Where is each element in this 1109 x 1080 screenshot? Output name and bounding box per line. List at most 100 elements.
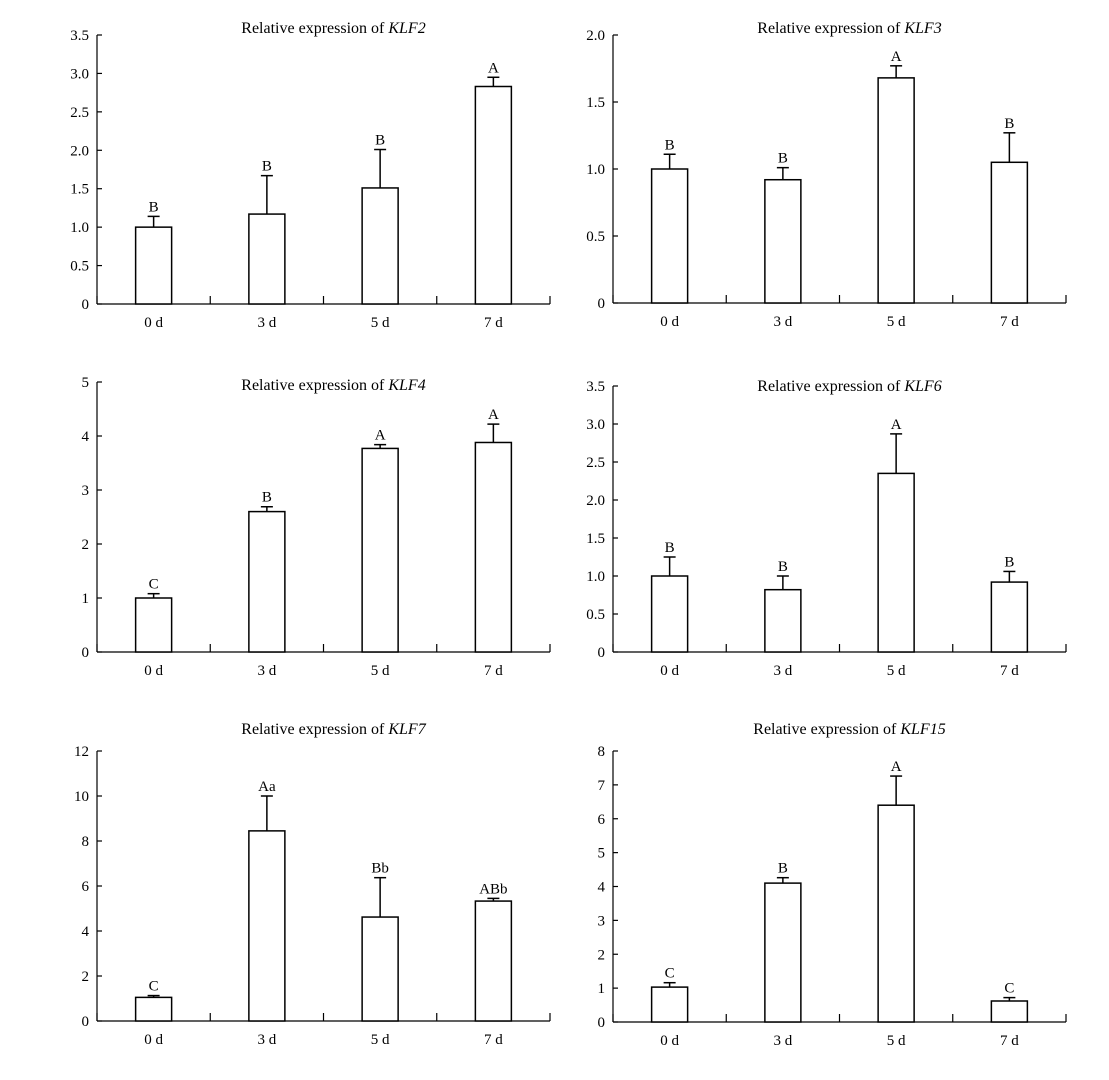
bar [134, 226, 173, 305]
panel-title: Relative expression of KLF2 [241, 20, 425, 37]
y-tick-label: 3.5 [70, 28, 89, 44]
x-tick-label: 3 d [774, 1033, 793, 1049]
y-tick-label: 3.0 [586, 417, 605, 433]
significance-label: A [891, 49, 902, 65]
bar [764, 178, 802, 304]
y-tick-label: 2.5 [70, 105, 89, 121]
significance-label: A [891, 417, 902, 433]
y-tick-label: 6 [82, 879, 90, 895]
bar [650, 575, 689, 653]
x-tick-label: 0 d [660, 314, 679, 330]
y-tick-label: 0.5 [586, 607, 605, 623]
y-tick-label: 2 [82, 537, 90, 553]
x-tick-label: 3 d [258, 663, 277, 679]
x-tick-label: 0 d [144, 1032, 163, 1048]
x-tick-label: 7 d [1000, 1033, 1019, 1049]
significance-label: A [488, 407, 499, 423]
y-tick-label: 4 [598, 880, 606, 896]
bar [361, 447, 399, 653]
panel-klf15: Relative expression of KLF15 0 1 2 3 4 5 6 7 8 C 0… [598, 721, 1067, 1049]
x-tick-label: 7 d [484, 315, 503, 331]
significance-label: C [665, 966, 675, 982]
bar [474, 85, 513, 305]
panel-klf6: Relative expression of KLF6 0 0.5 1.0 1.5 2.… [586, 378, 1067, 679]
y-tick-label: 0 [598, 1015, 606, 1031]
bar [474, 900, 513, 1022]
significance-label: B [1004, 554, 1014, 570]
bar [474, 441, 513, 653]
x-tick-label: 5 d [371, 1032, 390, 1048]
x-tick-label: 7 d [484, 663, 503, 679]
x-tick-label: 3 d [258, 315, 277, 331]
bar [248, 213, 286, 305]
significance-label: B [665, 137, 675, 153]
y-tick-label: 1.5 [586, 531, 605, 547]
significance-label: B [149, 199, 159, 215]
y-tick-label: 1.5 [70, 182, 89, 198]
y-tick-label: 6 [598, 812, 606, 828]
bar [990, 1000, 1029, 1023]
significance-label: B [778, 151, 788, 167]
y-tick-label: 0 [82, 645, 90, 661]
x-tick-label: 5 d [887, 314, 906, 330]
significance-label: B [1004, 116, 1014, 132]
significance-label: ABb [479, 881, 507, 897]
bar [248, 830, 286, 1022]
x-tick-label: 7 d [484, 1032, 503, 1048]
y-tick-label: 7 [598, 778, 606, 794]
y-tick-label: 10 [74, 789, 89, 805]
significance-label: B [262, 159, 272, 175]
x-tick-label: 5 d [371, 315, 390, 331]
panel-title: Relative expression of KLF7 [241, 721, 426, 738]
bar [650, 986, 689, 1023]
significance-label: A [891, 759, 902, 775]
y-tick-label: 12 [74, 744, 89, 760]
panel-title: Relative expression of KLF4 [241, 377, 425, 394]
y-tick-label: 0 [82, 1014, 90, 1030]
significance-label: A [375, 428, 386, 444]
y-tick-label: 0.5 [70, 259, 89, 275]
y-tick-label: 1.5 [586, 95, 605, 111]
bar [764, 882, 802, 1023]
y-tick-label: 0 [82, 297, 90, 313]
y-tick-label: 5 [82, 375, 90, 391]
x-tick-label: 3 d [258, 1032, 277, 1048]
x-tick-label: 5 d [887, 663, 906, 679]
significance-label: B [375, 133, 385, 149]
panel-klf4: Relative expression of KLF4 0 1 2 3 4 5 C 0 d B 3… [82, 375, 551, 679]
x-tick-label: 0 d [144, 315, 163, 331]
y-tick-label: 1 [598, 981, 606, 997]
y-tick-label: 0.5 [586, 229, 605, 245]
panel-title: Relative expression of KLF15 [753, 721, 945, 738]
bar [650, 168, 689, 304]
y-tick-label: 2 [82, 969, 90, 985]
y-tick-label: 1.0 [70, 220, 89, 236]
y-tick-label: 3 [598, 913, 606, 929]
y-tick-label: 5 [598, 846, 606, 862]
panel-klf2: Relative expression of KLF2 0 0.5 1.0 1.5 2.… [70, 20, 551, 331]
panel-title: Relative expression of KLF6 [757, 378, 941, 395]
x-tick-label: 3 d [774, 314, 793, 330]
significance-label: B [262, 490, 272, 506]
x-tick-label: 7 d [1000, 663, 1019, 679]
bar [134, 597, 173, 653]
x-tick-label: 5 d [371, 663, 390, 679]
x-tick-label: 0 d [660, 1033, 679, 1049]
y-tick-label: 1 [82, 591, 90, 607]
x-tick-label: 0 d [144, 663, 163, 679]
bar [990, 581, 1029, 653]
significance-label: C [149, 577, 159, 593]
y-tick-label: 3 [82, 483, 90, 499]
y-tick-label: 2 [598, 947, 606, 963]
bar [361, 187, 399, 305]
significance-label: B [778, 861, 788, 877]
bar [877, 472, 915, 653]
significance-label: B [665, 540, 675, 556]
y-tick-label: 8 [82, 834, 90, 850]
x-tick-label: 7 d [1000, 314, 1019, 330]
bar [361, 916, 399, 1022]
y-tick-label: 2.0 [586, 28, 605, 44]
bar [248, 510, 286, 653]
y-tick-label: 0 [598, 296, 606, 312]
